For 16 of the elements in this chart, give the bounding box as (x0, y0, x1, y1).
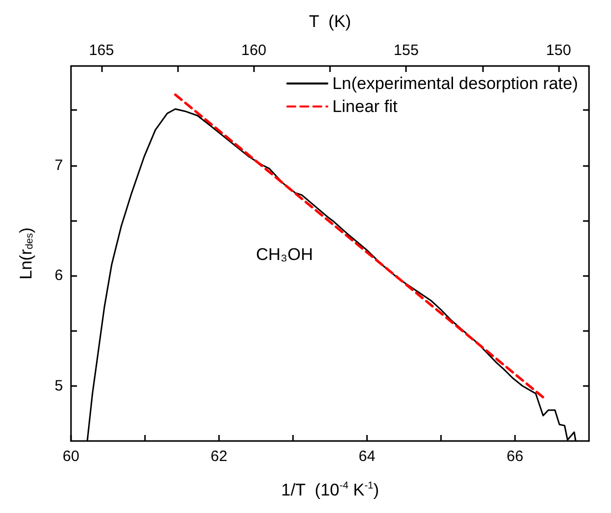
x-tick-label: 64 (358, 448, 376, 465)
y-tick-label: 7 (54, 156, 63, 174)
x2-tick-label: 165 (88, 42, 114, 59)
annotation: CH₃OH (256, 245, 313, 264)
x2-tick-label: 150 (546, 42, 572, 59)
y-axis-title: Ln(rdes) (16, 227, 36, 280)
legend-label: Ln(experimental desorption rate) (332, 74, 578, 93)
x-tick-label: 62 (210, 448, 228, 465)
x2-tick-label: 155 (394, 42, 419, 59)
x-tick-label: 60 (62, 448, 80, 465)
y-tick-label: 5 (54, 377, 63, 394)
y-tick-label: 6 (54, 267, 63, 284)
x2-tick-label: 160 (241, 42, 266, 59)
legend-label: Linear fit (332, 97, 398, 116)
x2-axis-title: T (K) (308, 12, 352, 31)
x-tick-label: 66 (506, 448, 524, 465)
